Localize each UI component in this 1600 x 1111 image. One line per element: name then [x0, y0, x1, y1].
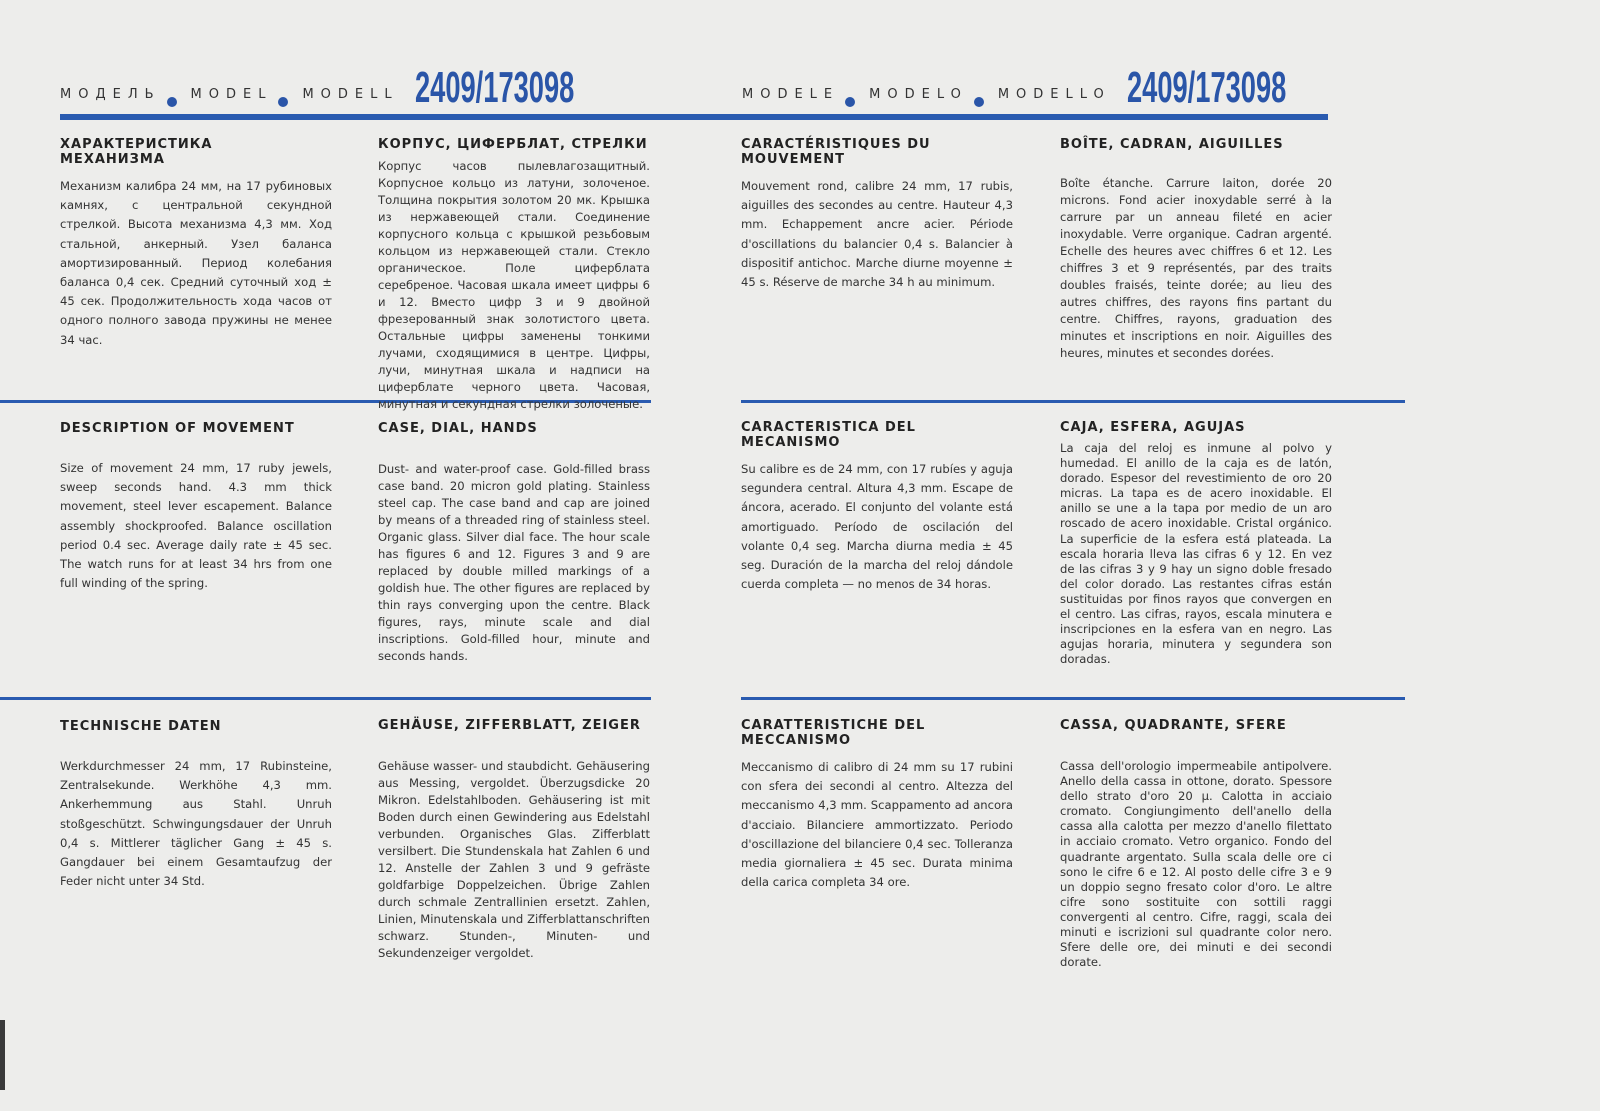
section-ru-case: КОРПУС, ЦИФЕРБЛАТ, СТРЕЛКИ Корпус часов … — [378, 137, 650, 413]
bullet-dot — [278, 97, 289, 107]
bullet-dot — [973, 97, 984, 107]
section-text: Cassa dell'orologio impermeabile antipol… — [1060, 759, 1332, 970]
bullet-dot — [166, 97, 177, 107]
divider-left-2 — [0, 697, 651, 700]
model-label-en: MODEL — [190, 87, 273, 102]
divider-right-2 — [741, 697, 1405, 700]
section-text: Dust- and water-proof case. Gold-filled … — [378, 462, 650, 663]
section-title: CASE, DIAL, HANDS — [378, 421, 538, 436]
section-text: Su calibre es de 24 mm, con 17 rubíes y … — [741, 462, 1013, 592]
section-title: КОРПУС, ЦИФЕРБЛАТ, СТРЕЛКИ — [378, 137, 648, 152]
section-it-movement: CARATTERISTICHE DEL MECCANISMO Meccanism… — [741, 718, 1013, 892]
section-title: CAJA, ESFERA, AGUJAS — [1060, 420, 1246, 435]
section-fr-case: BOÎTE, CADRAN, AIGUILLES Boîte étanche. … — [1060, 137, 1332, 362]
model-label-de: MODELL — [302, 87, 399, 102]
divider-right-1 — [741, 400, 1405, 403]
section-text: Корпус часов пылевлагозащитный. Корпусно… — [378, 159, 650, 411]
model-header-right: MODELE MODELO MODELLO 2409/173098 — [742, 63, 1384, 112]
section-title: CARATTERISTICHE DEL MECCANISMO — [741, 718, 926, 748]
bullet-dot — [845, 97, 856, 107]
model-number: 2409/173098 — [414, 63, 574, 112]
section-text: Boîte étanche. Carrure laiton, dorée 20 … — [1060, 176, 1332, 360]
section-title: CASSA, QUADRANTE, SFERE — [1060, 718, 1287, 733]
section-title: CARACTERISTICA DEL MECANISMO — [741, 420, 916, 450]
section-title: BOÎTE, CADRAN, AIGUILLES — [1060, 137, 1284, 152]
section-text: La caja del reloj es inmune al polvo y h… — [1060, 441, 1332, 667]
section-en-case: CASE, DIAL, HANDS Dust- and water-proof … — [378, 421, 650, 665]
section-text: Gehäuse wasser- und staubdicht. Gehäuser… — [378, 759, 650, 960]
model-label-fr: MODELE — [742, 87, 840, 102]
section-text: Size of movement 24 mm, 17 ruby jewels, … — [60, 461, 332, 591]
section-text: Werkdurchmesser 24 mm, 17 Rubinsteine, Z… — [60, 759, 332, 889]
section-es-movement: CARACTERISTICA DEL MECANISMO Su calibre … — [741, 420, 1013, 594]
section-text: Механизм калибра 24 мм, на 17 рубиновых … — [60, 179, 332, 347]
divider-left-1 — [0, 400, 651, 403]
section-text: Mouvement rond, calibre 24 mm, 17 rubis,… — [741, 179, 1013, 290]
header-rule — [60, 114, 1328, 120]
model-header-left: МОДЕЛЬ MODEL MODELL 2409/173098 — [60, 63, 672, 112]
section-en-movement: DESCRIPTION OF MOVEMENT Size of movement… — [60, 421, 332, 593]
section-title: TECHNISCHE DATEN — [60, 719, 222, 734]
section-de-movement: TECHNISCHE DATEN Werkdurchmesser 24 mm, … — [60, 719, 332, 891]
section-fr-movement: CARACTÉRISTIQUES DU MOUVEMENT Mouvement … — [741, 137, 1013, 292]
section-ru-movement: ХАРАКТЕРИСТИКА МЕХАНИЗМА Механизм калибр… — [60, 137, 332, 350]
scan-edge — [0, 1020, 5, 1090]
section-text: Meccanismo di calibro di 24 mm su 17 rub… — [741, 760, 1013, 890]
model-label-it: MODELLO — [997, 87, 1111, 102]
section-title: CARACTÉRISTIQUES DU MOUVEMENT — [741, 137, 931, 167]
section-title: GEHÄUSE, ZIFFERBLATT, ZEIGER — [378, 718, 641, 733]
model-label-ru: МОДЕЛЬ — [60, 87, 161, 102]
section-de-case: GEHÄUSE, ZIFFERBLATT, ZEIGER Gehäuse was… — [378, 718, 650, 962]
section-it-case: CASSA, QUADRANTE, SFERE Cassa dell'orolo… — [1060, 718, 1332, 970]
section-es-case: CAJA, ESFERA, AGUJAS La caja del reloj e… — [1060, 420, 1332, 667]
model-number: 2409/173098 — [1126, 63, 1287, 112]
section-title: ХАРАКТЕРИСТИКА МЕХАНИЗМА — [60, 137, 213, 167]
model-label-es: MODELO — [869, 87, 968, 102]
section-title: DESCRIPTION OF MOVEMENT — [60, 421, 295, 436]
